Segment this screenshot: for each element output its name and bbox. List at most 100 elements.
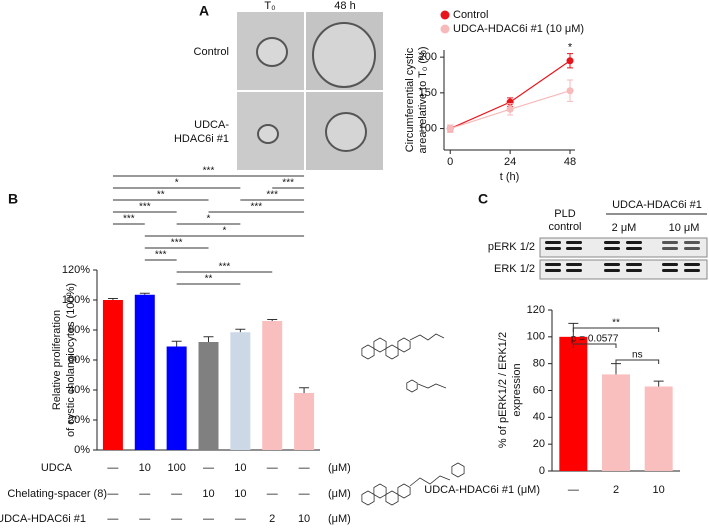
table-cell: 10	[298, 513, 310, 525]
table-cell: 10	[139, 462, 151, 474]
unit-label: (μM)	[328, 513, 351, 525]
y-tick-label: 100%	[62, 294, 90, 306]
column-label: 48 h	[334, 0, 355, 12]
x-tick-label: 48	[564, 156, 576, 168]
blot-strip	[539, 237, 708, 258]
significance-label: ***	[282, 178, 294, 189]
significance-label: ***	[123, 214, 135, 225]
significance-bracket	[615, 359, 660, 364]
blot-band	[662, 263, 678, 266]
blot-band	[604, 263, 620, 266]
blot-band	[662, 241, 678, 244]
row-label: Chelating-spacer (8)	[7, 488, 107, 500]
unit-label: (μM)	[328, 488, 351, 500]
blot-label: UDCA-HDAC6i #1	[612, 199, 702, 211]
blot-band	[626, 263, 642, 266]
y-tick-label: 20%	[68, 414, 90, 426]
error-bar	[299, 387, 310, 393]
bar	[198, 342, 219, 450]
blot-band	[545, 241, 561, 244]
blot-band	[684, 241, 700, 244]
blot-band	[545, 247, 561, 250]
blot-band	[626, 269, 642, 272]
blot-band	[604, 269, 620, 272]
error-bar	[653, 380, 664, 387]
table-cell: —	[267, 462, 278, 474]
error-bar	[611, 363, 621, 375]
row-label: UDCA	[41, 462, 73, 474]
ring	[361, 490, 375, 506]
y-axis-label: Circumferential cystic	[404, 47, 416, 152]
y-tick-label: 100	[527, 331, 545, 343]
error-bar	[139, 292, 150, 295]
bar	[134, 294, 155, 450]
significance-bracket	[572, 327, 660, 332]
blot-band	[545, 269, 561, 272]
blot-strip	[539, 259, 708, 280]
table-cell: —	[299, 462, 310, 474]
row-label: UDCA-	[194, 119, 229, 131]
series-line	[449, 60, 571, 130]
blot-band	[684, 269, 700, 272]
ring	[397, 483, 411, 499]
y-tick-label: 40%	[68, 384, 90, 396]
panel-label: C	[478, 191, 488, 207]
point	[566, 57, 574, 65]
annotation: *	[568, 41, 573, 53]
blot-label: ERK 1/2	[494, 263, 535, 275]
table-cell: 2	[269, 513, 275, 525]
error-bar	[107, 298, 118, 300]
significance-label: ***	[139, 202, 151, 213]
table-cell: —	[203, 462, 214, 474]
ring	[397, 337, 411, 353]
table-cell: —	[107, 513, 118, 525]
table-cell: 100	[167, 462, 185, 474]
significance-label: *	[222, 226, 226, 237]
cyst	[257, 124, 279, 144]
significance-label: *	[175, 178, 179, 189]
micrographs	[237, 12, 383, 170]
x-tick-label: 10	[653, 484, 665, 496]
x-tick-label: —	[568, 484, 579, 496]
point	[506, 105, 514, 113]
y-tick-label: 200	[419, 51, 437, 63]
chemical-structures	[361, 333, 465, 506]
blot-label: control	[548, 221, 581, 233]
significance-label: *	[207, 214, 211, 225]
error-bar	[235, 328, 246, 333]
table-cell: —	[107, 488, 118, 500]
significance-label: ***	[171, 238, 183, 249]
significance-label: **	[205, 274, 213, 285]
bar	[559, 336, 588, 471]
point	[446, 125, 454, 133]
blot-band	[566, 247, 582, 250]
y-axis-label: expression	[511, 363, 523, 416]
y-tick-label: 60%	[68, 354, 90, 366]
x-axis-label: UDCA-HDAC6i #1 (μM)	[424, 484, 540, 496]
legend-marker	[440, 24, 450, 34]
ring	[406, 379, 418, 393]
blot-band	[566, 241, 582, 244]
blot-band	[626, 247, 642, 250]
x-tick-label: 24	[504, 156, 516, 168]
blot-label: pERK 1/2	[488, 241, 535, 253]
significance-label: ***	[219, 262, 231, 273]
x-axis-label: t (h)	[500, 171, 520, 183]
error-bar	[171, 340, 182, 347]
ring	[385, 490, 399, 506]
ring	[373, 337, 387, 353]
y-tick-label: 80%	[68, 324, 90, 336]
blot-band	[566, 263, 582, 266]
y-tick-label: 120%	[62, 264, 90, 276]
ring	[385, 344, 399, 360]
significance-label: ns	[632, 350, 643, 361]
error-bar	[267, 319, 278, 321]
blot-band	[662, 269, 678, 272]
blot-label: 10 μM	[669, 222, 700, 234]
table-cell: —	[171, 513, 182, 525]
significance-label: **	[157, 190, 165, 201]
x-tick-label: 2	[613, 484, 619, 496]
table-cell: 10	[202, 488, 214, 500]
x-tick-label: 0	[447, 156, 453, 168]
ring	[373, 483, 387, 499]
